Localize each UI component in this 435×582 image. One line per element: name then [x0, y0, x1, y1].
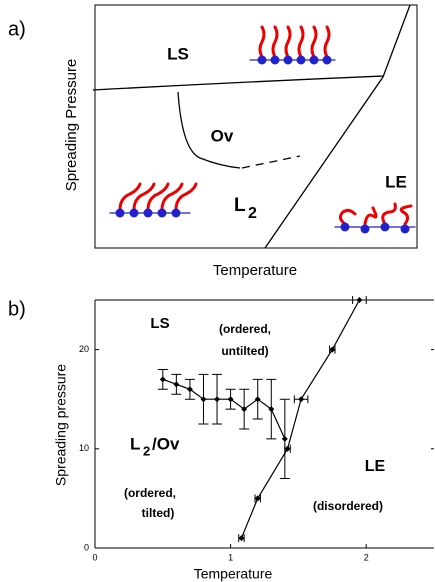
phase-boundary — [177, 91, 241, 169]
data-point — [254, 396, 261, 403]
region-label: untilted) — [221, 344, 268, 358]
region-label: (disordered) — [313, 499, 383, 513]
data-point — [284, 445, 291, 452]
region-label: (ordered, — [219, 322, 271, 336]
data-point — [329, 346, 336, 353]
x-tick-label: 0 — [92, 552, 97, 562]
data-point — [186, 386, 193, 393]
data-point — [214, 396, 221, 403]
region-label: LS — [167, 44, 189, 63]
phase-boundary — [264, 4, 411, 249]
x-tick-label: 1 — [228, 552, 233, 562]
series-line — [240, 299, 360, 539]
region-label: (ordered, — [124, 486, 176, 500]
region-label: L — [234, 195, 246, 216]
data-point — [241, 406, 248, 413]
data-point — [200, 396, 207, 403]
region-label: L — [130, 434, 140, 453]
phase-boundary — [92, 75, 385, 91]
phase-boundary — [241, 155, 301, 169]
data-point — [238, 535, 245, 542]
region-label: LS — [150, 315, 169, 332]
panel-label: a) — [8, 18, 26, 40]
region-label: LE — [365, 458, 386, 475]
x-tick-label: 2 — [364, 552, 369, 562]
data-point — [227, 396, 234, 403]
y-axis-label: Spreading pressure — [53, 364, 69, 486]
x-axis-label: Temperature — [194, 566, 273, 582]
region-label: tilted) — [142, 506, 175, 520]
data-point — [159, 376, 166, 383]
region-label: /Ov — [152, 434, 180, 453]
molecule-cartoon — [109, 182, 198, 218]
data-point — [281, 435, 288, 442]
region-label: Ov — [211, 126, 234, 145]
region-label: LE — [385, 172, 407, 191]
plot-frame — [94, 4, 418, 249]
y-tick-label: 0 — [84, 542, 89, 552]
region-label: 2 — [248, 205, 257, 222]
data-point — [268, 406, 275, 413]
data-point — [254, 495, 261, 502]
molecule-cartoon — [334, 202, 416, 234]
region-label: 2 — [143, 443, 150, 458]
x-axis-label: Temperature — [213, 262, 297, 279]
data-point — [356, 297, 363, 303]
series-line — [162, 378, 286, 440]
panel-label: b) — [8, 298, 26, 320]
data-point — [298, 396, 305, 403]
y-tick-label: 20 — [79, 344, 89, 354]
data-point — [173, 381, 180, 388]
molecule-cartoon — [249, 25, 336, 65]
y-axis-label: Spreading Pressure — [63, 59, 80, 192]
y-tick-label: 10 — [79, 443, 89, 453]
